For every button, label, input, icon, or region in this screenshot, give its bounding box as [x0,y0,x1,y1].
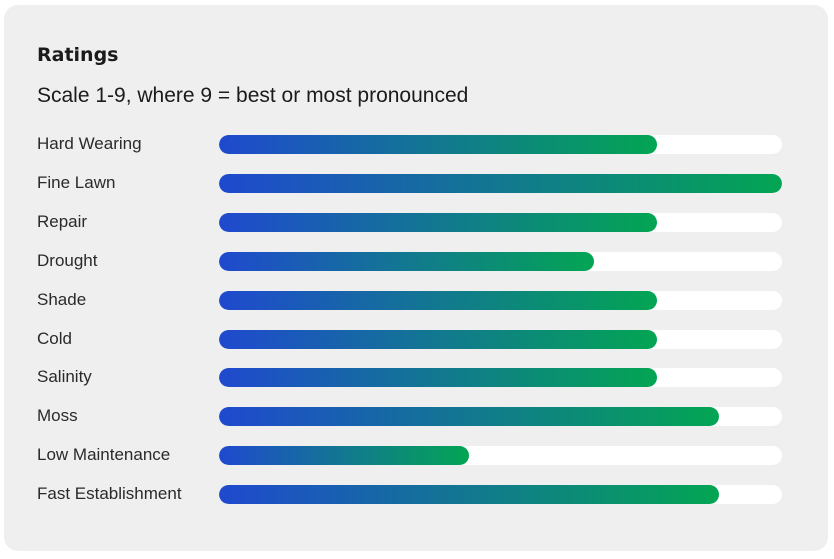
rating-bar-fill [219,252,594,271]
rating-label: Salinity [37,367,92,386]
rating-row: Fast Establishment [4,479,828,509]
ratings-scale-description: Scale 1-9, where 9 = best or most pronou… [37,84,469,107]
rating-label: Shade [37,290,87,309]
ratings-title: Ratings [37,44,119,66]
rating-label: Low Maintenance [37,445,171,464]
rating-bar-fill [219,330,657,349]
ratings-list: Hard Wearing Fine Lawn Repair Drought Shade C… [4,5,828,551]
rating-row: Low Maintenance [4,440,828,470]
rating-label: Cold [37,329,72,348]
rating-bar-track [219,174,782,193]
rating-bar-track [219,446,782,465]
rating-row: Cold [4,324,828,354]
rating-bar-track [219,213,782,232]
rating-label: Repair [37,212,88,231]
rating-bar-track [219,291,782,310]
rating-bar-fill [219,174,782,193]
rating-label: Hard Wearing [37,134,142,153]
rating-bar-track [219,135,782,154]
rating-label: Fast Establishment [37,484,182,503]
ratings-card: Ratings Scale 1-9, where 9 = best or mos… [4,5,828,551]
rating-row: Moss [4,401,828,431]
rating-row: Hard Wearing [4,129,828,159]
rating-bar-fill [219,446,469,465]
rating-bar-track [219,330,782,349]
rating-row: Repair [4,207,828,237]
rating-row: Fine Lawn [4,168,828,198]
rating-bar-fill [219,407,719,426]
rating-bar-track [219,252,782,271]
rating-bar-fill [219,135,657,154]
rating-bar-fill [219,213,657,232]
rating-row: Salinity [4,362,828,392]
rating-bar-track [219,368,782,387]
rating-label: Drought [37,251,98,270]
rating-bar-fill [219,291,657,310]
rating-row: Shade [4,285,828,315]
rating-bar-fill [219,368,657,387]
rating-bar-track [219,485,782,504]
rating-row: Drought [4,246,828,276]
rating-bar-track [219,407,782,426]
rating-bar-fill [219,485,719,504]
rating-label: Fine Lawn [37,173,116,192]
rating-label: Moss [37,406,78,425]
